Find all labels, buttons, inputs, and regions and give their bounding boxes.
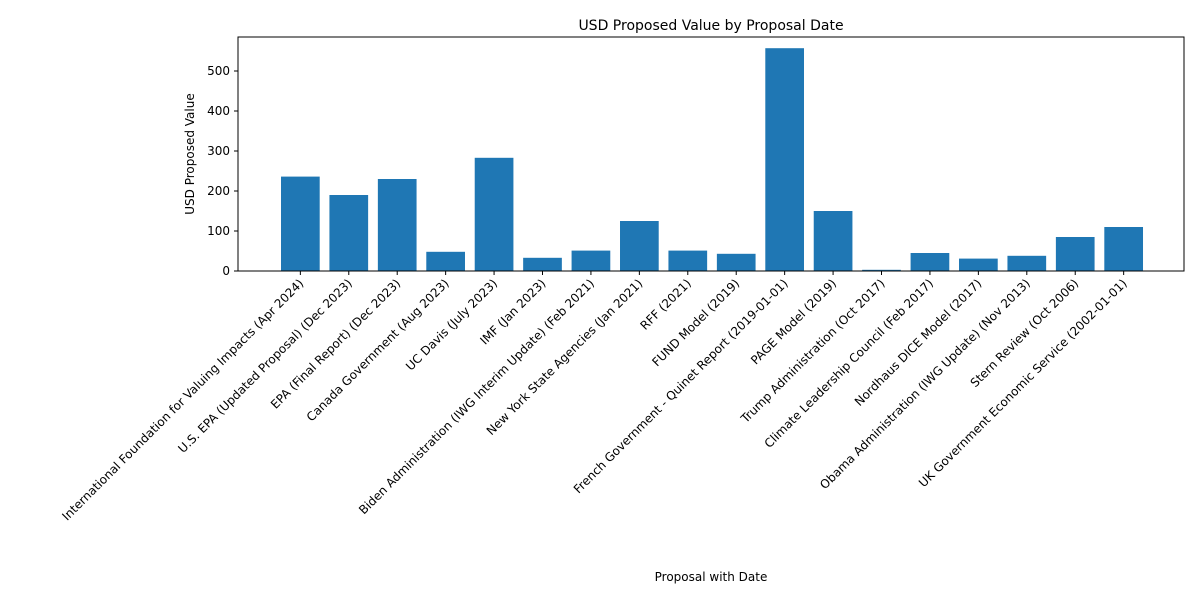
bar: [1055, 237, 1095, 271]
y-tick-label: 100: [207, 224, 230, 238]
bar: [813, 211, 853, 271]
bar: [523, 257, 562, 271]
y-axis: 0 100 200 300 400 500: [207, 64, 238, 278]
bar: [1007, 255, 1047, 271]
y-tick-label: 300: [207, 144, 230, 158]
bar: [910, 253, 950, 271]
chart-title: USD Proposed Value by Proposal Date: [578, 18, 843, 34]
bar: [474, 157, 514, 271]
y-axis-title: USD Proposed Value: [183, 93, 197, 214]
bar: [281, 176, 320, 271]
bar: [716, 253, 756, 271]
bar: [377, 179, 417, 271]
y-tick-label: 500: [207, 64, 230, 78]
bar: [765, 48, 804, 272]
bar: [862, 269, 901, 271]
y-tick-label: 400: [207, 104, 230, 118]
bars-group: [281, 48, 1144, 272]
bar: [571, 250, 611, 271]
bar: [329, 195, 369, 271]
y-tick-label: 200: [207, 184, 230, 198]
bar: [620, 221, 659, 271]
x-axis-title: Proposal with Date: [655, 570, 768, 584]
bar: [668, 250, 708, 271]
bar: [959, 258, 998, 271]
bar: [426, 251, 465, 271]
y-tick-label: 0: [222, 264, 230, 278]
bar: [1104, 227, 1144, 271]
plot-frame: [237, 36, 1185, 272]
